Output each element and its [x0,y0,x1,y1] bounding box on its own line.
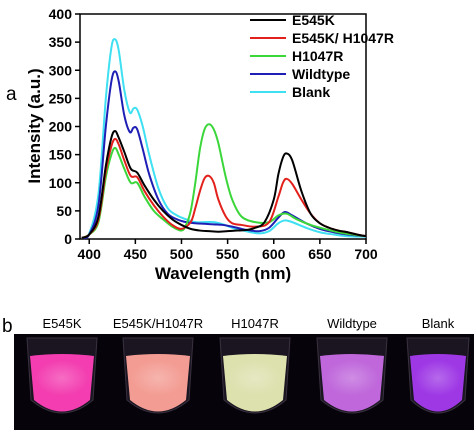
legend-label: E545K [292,12,335,28]
x-tick-label: 650 [308,246,332,262]
x-tick-label: 700 [354,246,378,262]
x-tick-label: 600 [262,246,286,262]
legend-label: E545K/ H1047R [292,30,394,46]
tube-label: Blank [422,316,455,331]
y-tick-label: 150 [49,147,73,163]
tube-glow [325,360,379,396]
tubes-photo [26,337,470,414]
series-line-5 [81,38,367,240]
tube-glow [35,360,89,396]
panel-a-letter: a [6,84,17,105]
tube-glow [228,360,282,396]
y-tick-label: 200 [49,119,73,135]
legend-label: Blank [292,84,330,100]
spectrum-chart: 400 450 500 550 600 650 700 0 50 100 150 200 250 300… [25,6,394,283]
y-tick-label: 400 [49,6,73,22]
tube-4 [316,337,388,414]
x-tick-label: 500 [170,246,194,262]
legend-label: H1047R [292,48,343,64]
tube-label: E545K/H1047R [113,316,203,331]
tube-3 [219,337,291,414]
tube-glow [415,360,461,396]
y-axis-ticks: 0 50 100 150 200 250 300 350 400 [49,6,80,247]
tube-label: H1047R [231,316,279,331]
series-line-1 [81,130,367,239]
x-axis-title: Wavelength (nm) [155,264,291,283]
y-tick-label: 0 [64,231,72,247]
tube-2 [122,337,194,414]
y-tick-label: 300 [49,62,73,78]
y-tick-label: 50 [56,203,72,219]
x-tick-label: 450 [124,246,148,262]
panel-b-letter: b [2,316,13,337]
tube-1 [26,337,98,414]
x-axis-ticks: 400 450 500 550 600 650 700 [78,239,378,262]
y-axis-title: Intensity (a.u.) [25,68,44,183]
y-tick-label: 250 [49,90,73,106]
tube-glow [131,360,185,396]
y-tick-label: 100 [49,175,73,191]
legend-label: Wildtype [292,66,350,82]
x-tick-label: 550 [216,246,240,262]
x-tick-label: 400 [78,246,102,262]
tube-label: E545K [42,316,81,331]
tube-5 [406,337,470,414]
tube-label: Wildtype [327,316,377,331]
series-layer [81,38,367,240]
legend: E545K E545K/ H1047R H1047R Wildtype Blank [250,12,394,100]
y-tick-label: 350 [49,34,73,50]
series-line-3 [81,123,367,239]
tube-labels: E545K E545K/H1047R H1047R Wildtype Blank [42,316,454,331]
